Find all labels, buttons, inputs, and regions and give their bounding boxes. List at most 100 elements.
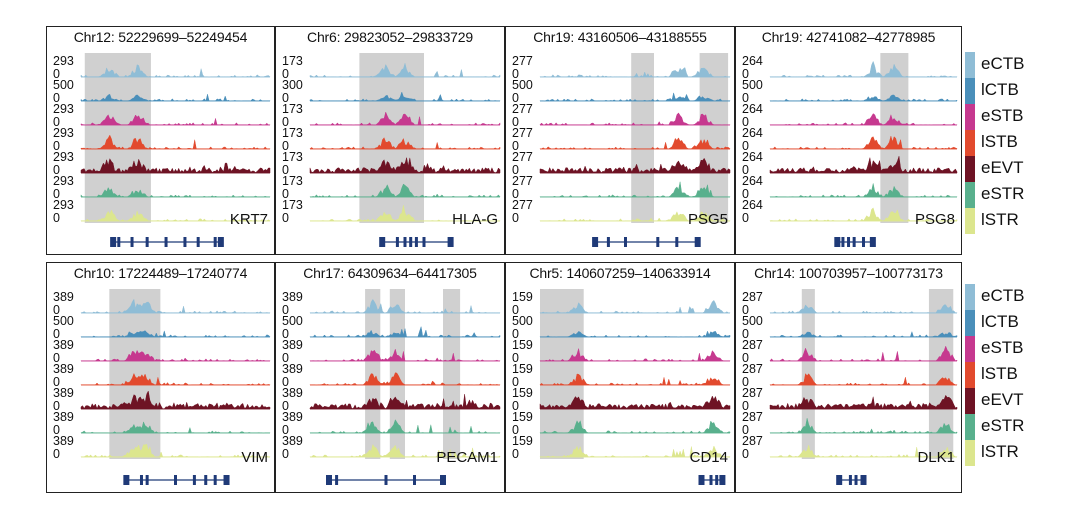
panel-vim: Chr10: 17224489–17240774 VIM 389 0 500 0 389… (46, 262, 275, 493)
track-lSTR (80, 209, 271, 222)
track-lSTB (539, 137, 731, 150)
track-lSTR (309, 443, 501, 458)
signal-tracks (80, 53, 271, 247)
highlight-region (443, 289, 461, 459)
track-scale: 173 0 (282, 199, 303, 225)
track-scale: 287 0 (742, 291, 763, 317)
track-scale-zero: 0 (742, 375, 749, 389)
legend-item-eSTR: eSTR (965, 182, 1085, 208)
panel-coordinates: Chr12: 52229699–52249454 (73, 29, 248, 45)
track-scale-max: 287 (742, 434, 763, 448)
track-eSTB (539, 112, 731, 126)
legend-label: eEVT (981, 390, 1024, 409)
track-scale-max: 287 (742, 410, 763, 424)
track-scale-zero: 0 (512, 351, 519, 365)
legend-label: lCTB (981, 80, 1019, 99)
signal-tracks (769, 289, 958, 485)
signal-tracks (309, 53, 501, 247)
track-scale-max: 159 (512, 410, 533, 424)
track-scale-max: 287 (742, 338, 763, 352)
track-scale-max: 500 (742, 78, 763, 92)
track-lSTR (80, 443, 271, 458)
track-scale-max: 293 (53, 198, 74, 212)
track-scale-max: 264 (742, 198, 763, 212)
signal-profile (539, 67, 731, 78)
track-lCTB (309, 326, 501, 338)
gene-model (379, 237, 454, 247)
track-lCTB (539, 330, 731, 338)
track-scale-max: 277 (512, 126, 533, 140)
gene-model (836, 475, 867, 485)
track-lSTR (769, 444, 958, 458)
track-lCTB (769, 330, 958, 338)
track-scale-zero: 0 (512, 139, 519, 153)
track-scale-max: 277 (512, 150, 533, 164)
track-eSTB (769, 113, 958, 126)
panel-coordinates: Chr6: 29823052–29833729 (307, 29, 473, 45)
legend-label: lSTR (981, 442, 1019, 461)
track-scale-zero: 0 (282, 67, 289, 81)
signal-profile (769, 183, 958, 198)
track-scale: 173 0 (282, 127, 303, 153)
signal-profile (539, 373, 731, 386)
track-scale-max: 287 (742, 362, 763, 376)
track-scale-max: 264 (742, 126, 763, 140)
panel-pecam1: Chr17: 64309634–64417305 PECAM1 389 0 500 0… (275, 262, 505, 493)
signal-profile (309, 183, 501, 198)
track-lCTB (539, 92, 731, 102)
track-scale: 500 0 (742, 79, 763, 105)
track-eSTB (309, 111, 501, 126)
track-lSTB (769, 373, 958, 386)
track-scale-zero: 0 (53, 187, 60, 201)
track-eSTB (769, 345, 958, 362)
legend-item-eSTR: eSTR (965, 414, 1085, 440)
signal-profile (80, 209, 271, 222)
track-scale-zero: 0 (282, 187, 289, 201)
track-eEVT (769, 394, 958, 410)
legend-item-lSTR: lSTR (965, 208, 1085, 234)
gene-label: PECAM1 (436, 449, 498, 466)
signal-profile (309, 157, 501, 174)
track-scale: 389 0 (282, 339, 303, 365)
gene-model (834, 237, 876, 247)
track-scale-max: 173 (282, 126, 303, 140)
gene-label: PSG8 (914, 211, 955, 228)
track-scale: 173 0 (282, 103, 303, 129)
legend-item-eSTB: eSTB (965, 336, 1085, 362)
track-scale-max: 293 (53, 150, 74, 164)
track-scale-zero: 0 (53, 67, 60, 81)
legend-swatch (965, 208, 975, 234)
signal-profile (769, 94, 958, 102)
track-scale: 389 0 (53, 363, 74, 389)
track-scale-max: 159 (512, 386, 533, 400)
track-scale-zero: 0 (53, 303, 60, 317)
legend-item-lSTR: lSTR (965, 440, 1085, 466)
track-scale-zero: 0 (53, 423, 60, 437)
gene-label: VIM (241, 449, 268, 466)
legend-label: lCTB (981, 312, 1019, 331)
track-eSTR (309, 419, 501, 434)
track-scale-max: 159 (512, 362, 533, 376)
highlight-region (84, 53, 151, 223)
track-scale: 264 0 (742, 151, 763, 177)
track-scale-zero: 0 (53, 351, 60, 365)
panel-cd14: Chr5: 140607259–140633914 CD14 159 0 500 0 1… (505, 262, 735, 493)
track-scale-zero: 0 (282, 139, 289, 153)
signal-profile (769, 135, 958, 150)
legend-label: lSTB (981, 132, 1018, 151)
legend-label: eSTB (981, 338, 1024, 357)
track-scale: 500 0 (282, 315, 303, 341)
track-scale: 389 0 (282, 291, 303, 317)
legend-swatch (965, 362, 975, 388)
track-scale-max: 389 (282, 410, 303, 424)
track-scale: 159 0 (512, 435, 533, 461)
track-eSTR (539, 181, 731, 198)
track-scale-zero: 0 (742, 91, 749, 105)
track-scale-max: 287 (742, 386, 763, 400)
track-scale: 159 0 (512, 339, 533, 365)
track-eEVT (539, 157, 731, 174)
legend-label: eSTR (981, 184, 1025, 203)
track-eSTR (309, 183, 501, 198)
track-eEVT (539, 395, 731, 410)
signal-profile (309, 62, 501, 78)
